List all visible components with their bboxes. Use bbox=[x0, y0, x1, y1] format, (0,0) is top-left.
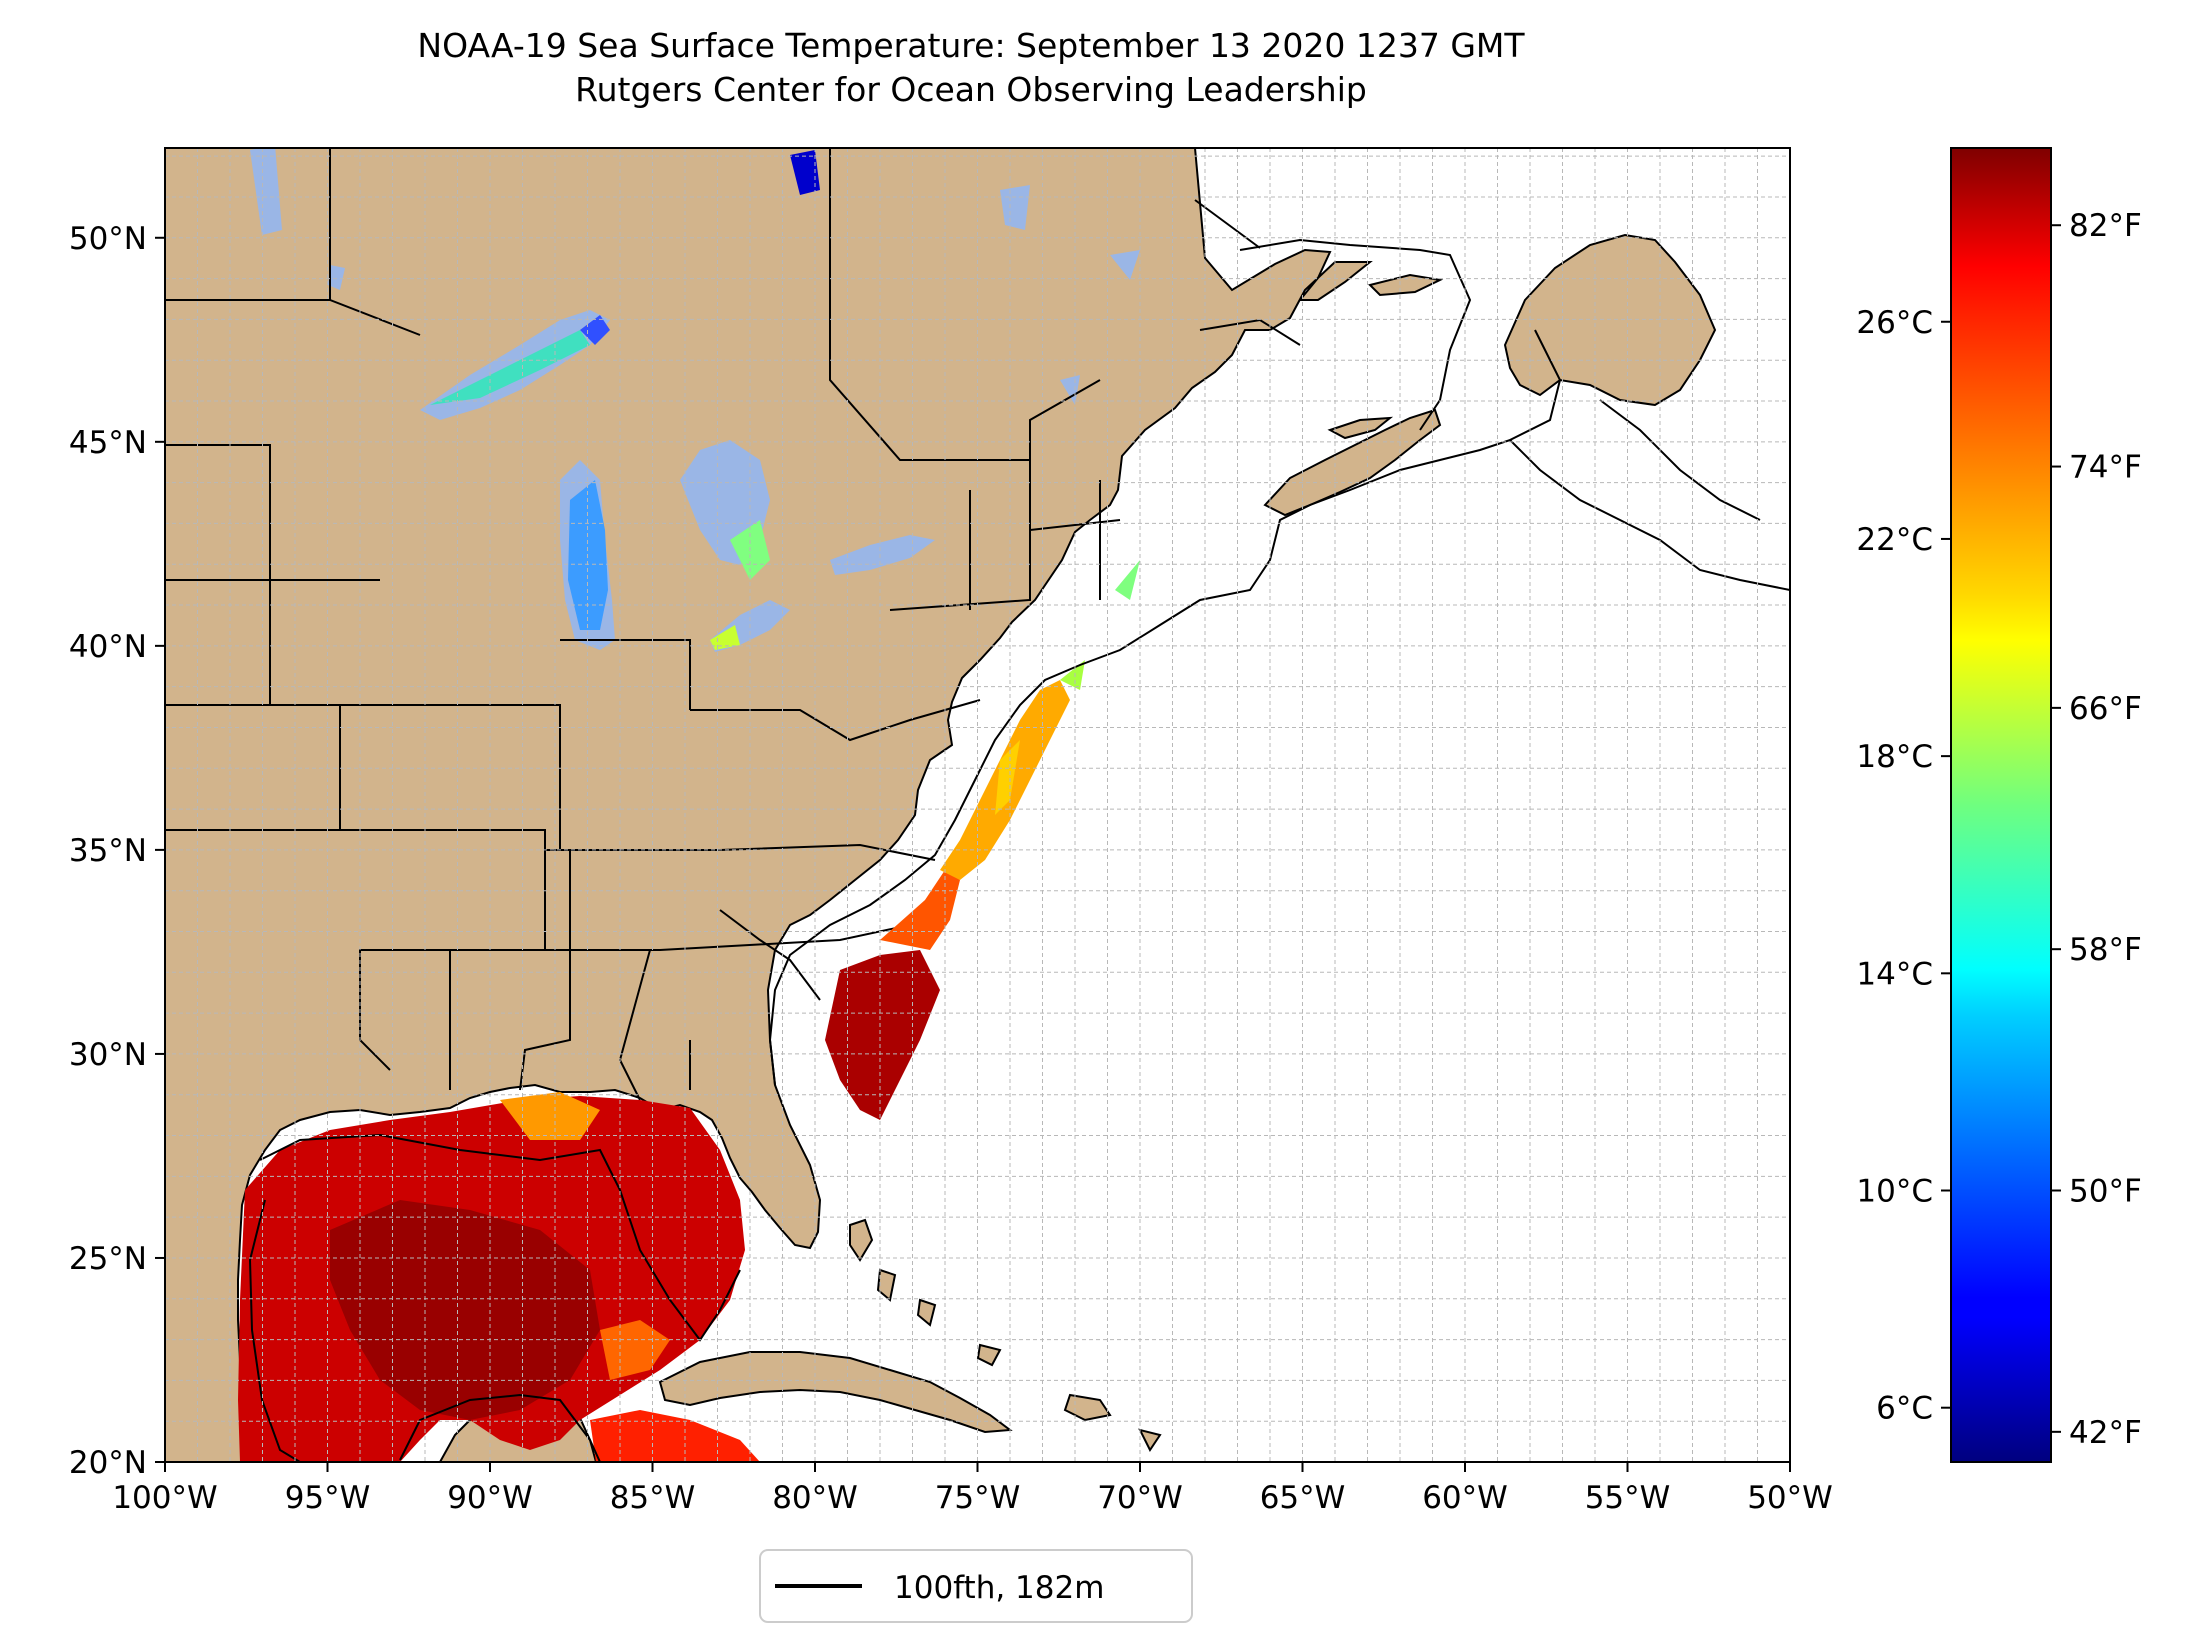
lon-tick-label: 90°W bbox=[447, 1480, 533, 1516]
lon-tick-label: 65°W bbox=[1260, 1480, 1346, 1516]
celsius-tick-label: 6°C bbox=[1876, 1391, 1933, 1427]
lon-tick-label: 70°W bbox=[1097, 1480, 1183, 1516]
lat-tick-label: 35°N bbox=[69, 833, 147, 869]
colorbar-celsius-ticks: 6°C 10°C 14°C 18°C 22°C 26°C bbox=[1856, 305, 1951, 1427]
fahrenheit-tick-label: 42°F bbox=[2069, 1415, 2142, 1451]
lon-tick-label: 80°W bbox=[772, 1480, 858, 1516]
lon-tick-label: 60°W bbox=[1422, 1480, 1508, 1516]
isobath-100fth bbox=[248, 238, 1790, 1462]
latitude-axis: 20°N 25°N 30°N 35°N 40°N 45°N 50°N bbox=[69, 221, 165, 1481]
celsius-tick-label: 18°C bbox=[1856, 739, 1933, 775]
lon-tick-label: 85°W bbox=[610, 1480, 696, 1516]
sst-atlantic-coast bbox=[825, 560, 1140, 1120]
lat-tick-label: 45°N bbox=[69, 425, 147, 461]
lat-tick-label: 20°N bbox=[69, 1445, 147, 1481]
celsius-tick-label: 14°C bbox=[1856, 956, 1933, 992]
state-borders bbox=[165, 148, 1301, 1101]
lon-tick-label: 95°W bbox=[285, 1480, 371, 1516]
land-north-america bbox=[165, 148, 1373, 1462]
lat-tick-label: 30°N bbox=[69, 1037, 147, 1073]
celsius-tick-label: 22°C bbox=[1856, 522, 1933, 558]
lat-tick-label: 40°N bbox=[69, 629, 147, 665]
legend: 100fth, 182m bbox=[759, 1549, 1193, 1623]
map-panel[interactable] bbox=[165, 145, 1790, 1462]
lon-tick-label: 75°W bbox=[935, 1480, 1021, 1516]
gridlines bbox=[165, 148, 1790, 1462]
lon-tick-label: 100°W bbox=[112, 1480, 217, 1516]
land-cuba bbox=[658, 1351, 1013, 1434]
fahrenheit-tick-label: 82°F bbox=[2069, 208, 2142, 244]
lat-tick-label: 25°N bbox=[69, 1241, 147, 1277]
fahrenheit-tick-label: 74°F bbox=[2069, 450, 2142, 486]
colorbar: 6°C 10°C 14°C 18°C 22°C 26°C 42°F 50°F 58°F 66°F… bbox=[1856, 147, 2142, 1463]
lat-tick-label: 50°N bbox=[69, 221, 147, 257]
colorbar-scale bbox=[1950, 147, 2052, 1463]
celsius-tick-label: 10°C bbox=[1856, 1174, 1933, 1210]
celsius-tick-label: 26°C bbox=[1856, 305, 1933, 341]
lon-tick-label: 55°W bbox=[1585, 1480, 1671, 1516]
land-anticosti bbox=[1368, 273, 1444, 297]
fahrenheit-tick-label: 50°F bbox=[2069, 1174, 2142, 1210]
legend-box bbox=[759, 1549, 1193, 1623]
map-title: NOAA-19 Sea Surface Temperature: Septemb… bbox=[417, 26, 1525, 65]
land-bahamas bbox=[849, 1218, 1162, 1452]
fahrenheit-tick-label: 66°F bbox=[2069, 691, 2142, 727]
map-subtitle: Rutgers Center for Ocean Observing Leade… bbox=[575, 70, 1367, 109]
longitude-axis: 100°W 95°W 90°W 85°W 80°W 75°W 70°W 65°W 60°W 55°… bbox=[112, 1462, 1833, 1516]
colorbar-fahrenheit-ticks: 42°F 50°F 58°F 66°F 74°F 82°F bbox=[2051, 208, 2142, 1451]
lon-tick-label: 50°W bbox=[1747, 1480, 1833, 1516]
fahrenheit-tick-label: 58°F bbox=[2069, 932, 2142, 968]
land-pei bbox=[1327, 416, 1394, 440]
legend-label: 100fth, 182m bbox=[894, 1570, 1104, 1606]
